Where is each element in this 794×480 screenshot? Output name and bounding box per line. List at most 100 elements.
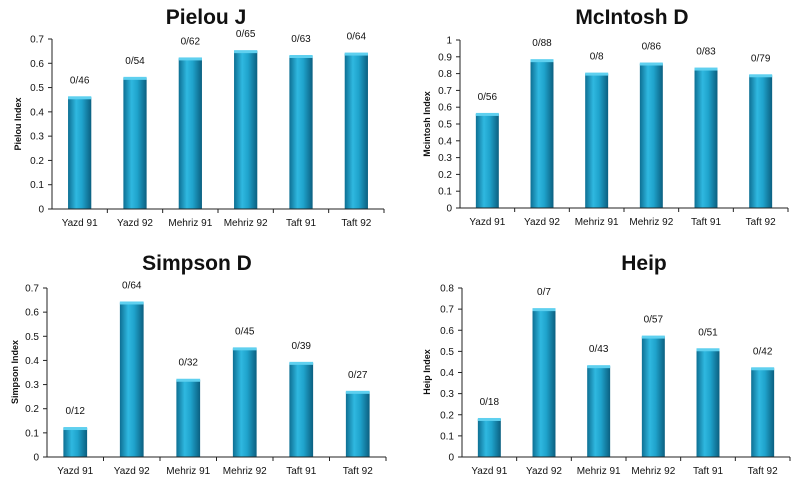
data-label: 0/46 <box>70 75 90 86</box>
data-label: 0/27 <box>348 370 368 381</box>
bar <box>344 53 368 210</box>
bar-top-highlight <box>68 96 92 100</box>
bar-top-highlight <box>345 390 370 394</box>
data-label: 0/57 <box>644 315 664 326</box>
chart-title: Pielou J <box>166 6 247 29</box>
chart-simpson-svg: Simpson D Simpson Index 0 0.1 0.2 0.3 0.4 0.5… <box>10 252 387 477</box>
x-tick-label: Taft 91 <box>286 218 316 229</box>
x-tick-label: Mehriz 91 <box>575 217 619 228</box>
y-tick-label: 0.1 <box>30 180 44 191</box>
bar <box>641 336 665 457</box>
y-tick-label: 0.4 <box>25 356 39 367</box>
data-labels: 0/56 0/88 0/8 0/86 0/83 0/79 <box>478 38 771 103</box>
x-axis-ticks: Yazd 91 Yazd 92 Mehriz 91 Mehriz 92 Taft 91 T… <box>57 457 387 477</box>
x-tick-label: Taft 92 <box>748 466 778 477</box>
y-tick-label: 0.6 <box>30 59 44 70</box>
data-labels: 0/18 0/7 0/43 0/57 0/51 0/42 <box>480 287 773 408</box>
bar-top-highlight <box>176 378 201 382</box>
y-tick-label: 0 <box>446 204 452 215</box>
x-tick-label: Yazd 91 <box>471 466 507 477</box>
bar-top-highlight <box>477 417 501 421</box>
chart-title: Heip <box>621 252 667 275</box>
x-tick-label: Yazd 92 <box>114 466 150 477</box>
data-labels: 0/46 0/54 0/62 0/65 0/63 0/64 <box>70 29 367 86</box>
data-label: 0/18 <box>480 397 500 408</box>
bar-top-highlight <box>63 427 88 431</box>
bar-top-highlight <box>119 301 144 305</box>
chart-heip-svg: Heip Heip Index 0 0.1 0.2 0.3 0.4 0.5 0.6 0.7 0.… <box>422 252 791 477</box>
x-tick-label: Mehriz 92 <box>224 218 268 229</box>
y-tick-label: 0.2 <box>25 404 39 415</box>
x-axis-ticks: Yazd 91 Yazd 92 Mehriz 91 Mehriz 92 Taft 91 T… <box>62 209 385 229</box>
x-tick-label: Mehriz 91 <box>577 466 621 477</box>
data-label: 0/43 <box>589 344 609 355</box>
bar <box>749 75 773 208</box>
data-label: 0/79 <box>751 53 771 64</box>
data-label: 0/8 <box>590 52 604 63</box>
y-tick-label: 0.3 <box>440 389 454 400</box>
data-label: 0/86 <box>642 42 662 53</box>
x-tick-label: Mehriz 92 <box>629 217 673 228</box>
y-axis-label: Pielou Index <box>13 97 23 150</box>
x-axis-ticks: Yazd 91 Yazd 92 Mehriz 91 Mehriz 92 Taft 91 T… <box>469 208 789 228</box>
data-label: 0/39 <box>292 341 312 352</box>
bar-top-highlight <box>641 335 665 339</box>
bar <box>475 113 499 208</box>
bar <box>176 379 201 457</box>
x-tick-label: Taft 92 <box>341 218 371 229</box>
bar <box>530 60 554 208</box>
bars <box>477 308 775 457</box>
bar-top-highlight <box>475 112 499 116</box>
bar <box>232 348 257 457</box>
y-tick-label: 0.3 <box>30 132 44 143</box>
y-tick-label: 0.3 <box>438 153 452 164</box>
data-label: 0/64 <box>122 280 142 291</box>
y-tick-label: 0.6 <box>440 326 454 337</box>
bar <box>178 58 202 209</box>
y-tick-label: 0.1 <box>440 431 454 442</box>
data-label: 0/65 <box>236 29 256 40</box>
bar-top-highlight <box>639 62 663 66</box>
bar <box>639 63 663 208</box>
chart-panel-heip: Heip Heip Index 0 0.1 0.2 0.3 0.4 0.5 0.6 0.7 0.… <box>397 240 794 480</box>
y-tick-label: 0 <box>38 205 44 216</box>
bar <box>119 302 144 457</box>
x-tick-label: Mehriz 91 <box>168 218 212 229</box>
data-label: 0/42 <box>753 346 773 357</box>
data-label: 0/32 <box>179 358 199 369</box>
bar <box>532 309 556 457</box>
y-tick-label: 0.5 <box>440 347 454 358</box>
chart-pielou-svg: Pielou J Pielou Index 0 0.1 0.2 0.3 0.4 0.5 0.… <box>13 6 385 229</box>
data-label: 0/88 <box>532 38 552 49</box>
data-label: 0/63 <box>291 34 311 45</box>
y-tick-label: 0.8 <box>438 69 452 80</box>
y-tick-label: 0.7 <box>440 305 454 316</box>
bar <box>234 51 258 210</box>
x-axis-ticks: Yazd 91 Yazd 92 Mehriz 91 Mehriz 92 Taft 91 T… <box>471 457 791 477</box>
x-tick-label: Taft 91 <box>693 466 723 477</box>
x-tick-label: Yazd 91 <box>469 217 505 228</box>
y-axis-label: Simpson Index <box>10 340 20 404</box>
y-axis-label: Heip Index <box>422 349 432 395</box>
y-axis-label: Mcintosh Index <box>422 91 432 157</box>
bar-top-highlight <box>587 365 611 369</box>
bar-top-highlight <box>696 348 720 352</box>
y-tick-label: 0.5 <box>30 83 44 94</box>
chart-title: McIntosh D <box>575 6 688 29</box>
bar-top-highlight <box>344 52 368 56</box>
data-label: 0/51 <box>698 327 718 338</box>
bar <box>123 77 147 209</box>
y-tick-label: 0.4 <box>438 136 452 147</box>
bar-top-highlight <box>585 72 609 76</box>
data-label: 0/54 <box>125 56 145 67</box>
y-axis-ticks: 0 0.1 0.2 0.3 0.4 0.5 0.6 0.7 0.8 <box>440 284 462 464</box>
y-tick-label: 0.9 <box>438 52 452 63</box>
y-tick-label: 0.8 <box>440 284 454 295</box>
y-tick-label: 0.5 <box>25 332 39 343</box>
x-tick-label: Mehriz 92 <box>223 466 267 477</box>
data-label: 0/83 <box>696 47 716 58</box>
bar-top-highlight <box>289 55 313 58</box>
bar <box>587 366 611 457</box>
y-tick-label: 0.2 <box>440 410 454 421</box>
data-label: 0/7 <box>537 287 551 298</box>
